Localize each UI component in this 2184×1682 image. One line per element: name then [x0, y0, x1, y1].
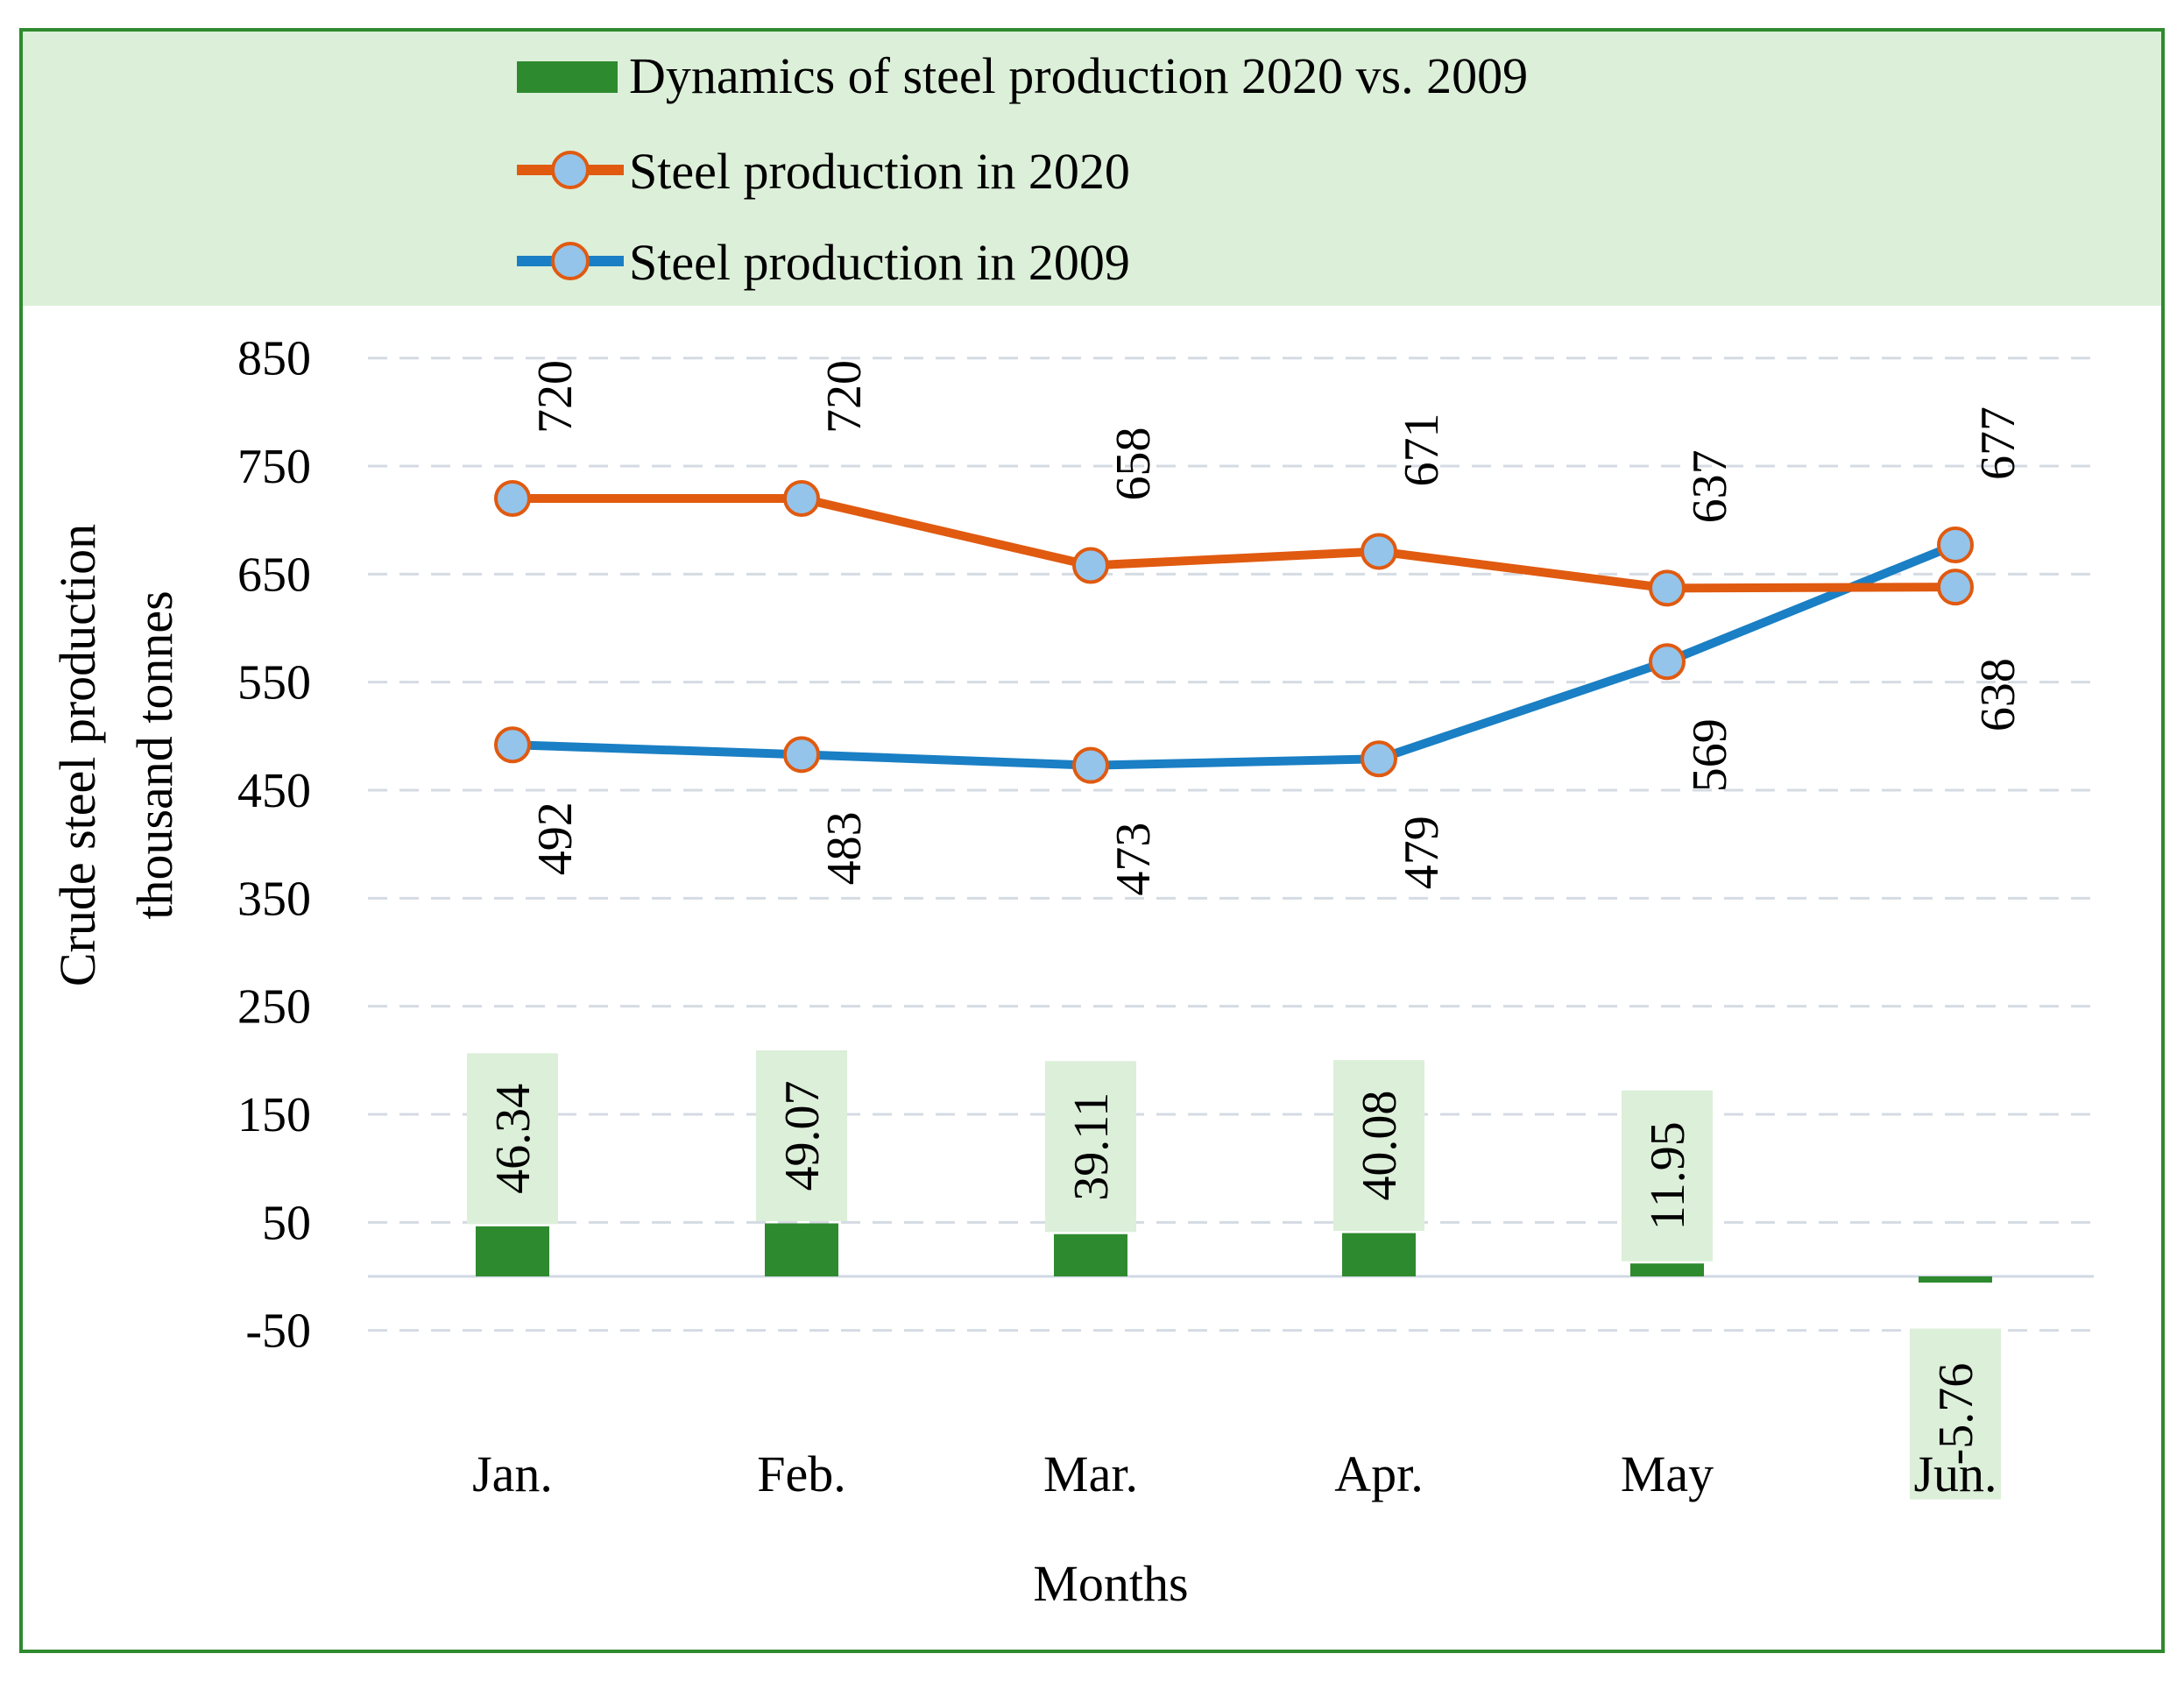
data-label-bar-group: 11.95	[1622, 1090, 1713, 1262]
data-label-bar: 39.11	[1064, 1092, 1119, 1201]
point-s2009	[1361, 740, 1397, 778]
point-s2009	[494, 726, 531, 764]
legend-swatch-dynamics	[517, 61, 618, 93]
data-label-2020: 720	[817, 360, 872, 434]
point-s2020	[494, 480, 531, 518]
y-tick-label: 50	[262, 1196, 311, 1250]
gridlines	[368, 357, 2094, 1332]
data-label-bar-background	[1045, 1061, 1136, 1233]
data-label-2020-group: 637	[1683, 449, 1737, 523]
data-label-2020-group: 720	[528, 360, 583, 434]
data-label-2009-group: 473	[1106, 823, 1161, 896]
data-label-2020: 637	[1683, 449, 1737, 523]
data-label-bar-background	[756, 1049, 847, 1221]
y-tick-label: 850	[237, 332, 311, 386]
bar	[1054, 1233, 1127, 1276]
point-s2009	[1649, 643, 1686, 681]
series-line-s2020	[512, 494, 1956, 593]
x-tick-label: May	[1621, 1445, 1714, 1502]
bar	[1342, 1233, 1416, 1276]
y-axis: -50 50 150 250 350 450 550 650 750 850	[237, 332, 311, 1359]
y-tick-label: 250	[237, 980, 311, 1035]
data-label-2020-group: 720	[817, 360, 872, 434]
legend-label-dynamics: Dynamics of steel production 2020 vs. 20…	[629, 47, 1528, 104]
y-tick-label: 450	[237, 764, 311, 818]
point-s2020	[1361, 533, 1397, 570]
data-label-bar-background	[467, 1053, 558, 1225]
x-axis-title: Months	[1033, 1555, 1188, 1612]
data-label-bar-group: 40.08	[1333, 1060, 1424, 1232]
data-label-2020-group: 638	[1971, 658, 2025, 731]
data-label-bar-background	[1910, 1328, 2001, 1500]
data-label-bar-group: 46.34	[467, 1053, 558, 1225]
series-line-s2009	[512, 541, 1957, 770]
x-tick-label: Jan.	[472, 1445, 553, 1502]
data-label-bar-group: 49.07	[756, 1049, 847, 1221]
data-label-bar: 11.95	[1641, 1121, 1695, 1230]
data-label-2009: 492	[528, 802, 583, 875]
point-s2020	[783, 480, 820, 518]
data-label-bar: -5.76	[1929, 1363, 1983, 1466]
data-label-2020: 720	[528, 360, 583, 434]
data-labels: 720 720 658 671 637 638 492 483 473 479 569 677 46.3…	[467, 360, 2025, 1500]
legend-2020-marker	[551, 151, 590, 189]
y-tick-label: -50	[245, 1304, 311, 1359]
point-s2020	[1937, 569, 1974, 606]
data-label-2009: 677	[1971, 406, 2025, 480]
y-axis-title-line2: thousand tonnes	[126, 590, 183, 919]
data-label-2009: 473	[1106, 823, 1161, 896]
bar	[1630, 1263, 1704, 1276]
point-s2020	[1649, 569, 1686, 607]
data-label-bar-background	[1333, 1060, 1424, 1232]
y-tick-label: 150	[237, 1088, 311, 1142]
bar	[1919, 1276, 1992, 1283]
y-tick-label: 650	[237, 548, 311, 602]
x-tick-label: Apr.	[1334, 1445, 1424, 1502]
data-label-bar-group: -5.76	[1910, 1328, 2001, 1500]
legend-2009-marker	[551, 242, 590, 280]
data-label-bar: 49.07	[775, 1080, 830, 1191]
data-label-2009-group: 569	[1683, 718, 1737, 792]
data-label-2009-group: 677	[1971, 406, 2025, 480]
point-s2020	[1072, 547, 1109, 584]
point-s2009	[1937, 527, 1974, 564]
data-label-2009-group: 492	[528, 802, 583, 875]
data-label-2009: 479	[1395, 816, 1449, 889]
y-tick-label: 750	[237, 440, 311, 494]
data-label-bar-background	[1622, 1090, 1713, 1262]
line-series	[494, 480, 1974, 784]
point-s2009	[783, 736, 820, 774]
data-label-bar-group: 39.11	[1045, 1061, 1136, 1233]
data-label-bar: 46.34	[486, 1084, 541, 1194]
legend-2009-label: Steel production in 2009	[629, 234, 1130, 291]
chart-frame	[19, 28, 2165, 1653]
y-tick-label: 550	[237, 656, 311, 710]
bar	[476, 1226, 549, 1276]
x-tick-label: Mar.	[1043, 1445, 1138, 1502]
x-axis: Jan. Feb. Mar. Apr. May Jun.	[472, 1445, 1997, 1502]
data-label-bar: 40.08	[1353, 1091, 1407, 1201]
data-label-2020: 671	[1395, 413, 1449, 486]
y-tick-label: 350	[237, 872, 311, 926]
data-label-2009-group: 479	[1395, 816, 1449, 889]
data-label-2009: 483	[817, 811, 872, 885]
y-axis-title-line1: Crude steel production	[49, 524, 106, 986]
data-label-2020: 658	[1106, 427, 1161, 500]
legend: Dynamics of steel production 2020 vs. 20…	[23, 32, 2161, 306]
data-label-2020: 638	[1971, 658, 2025, 731]
point-s2009	[1072, 746, 1109, 784]
data-label-2009: 569	[1683, 718, 1737, 792]
legend-2020-label: Steel production in 2020	[629, 143, 1130, 200]
bar	[765, 1223, 838, 1276]
data-label-2009-group: 483	[817, 811, 872, 885]
legend-background	[23, 32, 2161, 306]
data-label-2020-group: 658	[1106, 427, 1161, 500]
data-label-2020-group: 671	[1395, 413, 1449, 486]
x-tick-label: Feb.	[757, 1445, 846, 1502]
x-tick-label: Jun.	[1913, 1445, 1997, 1502]
bar-series	[476, 1223, 1992, 1283]
